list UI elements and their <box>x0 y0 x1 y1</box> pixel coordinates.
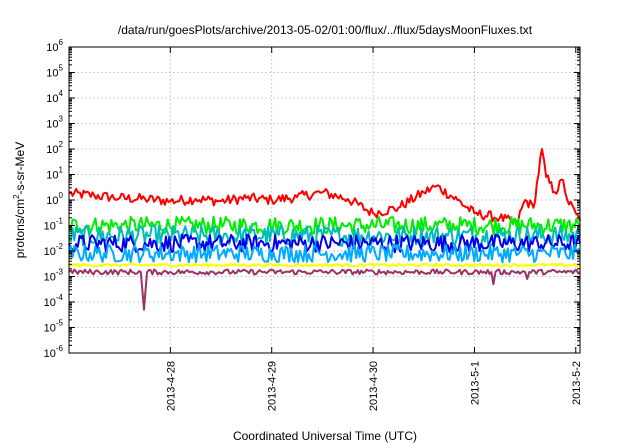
y-tick-label: 104 <box>46 89 63 105</box>
y-tick-label: 10-4 <box>44 293 64 309</box>
y-tick-label: 10-6 <box>44 344 64 360</box>
y-tick-label: 101 <box>46 166 63 182</box>
series-line-6 <box>68 262 581 268</box>
x-axis-label: Coordinated Universal Time (UTC) <box>233 429 417 443</box>
y-tick-label: 10-1 <box>44 217 64 233</box>
x-tick-label: 2013-4-30 <box>368 361 380 411</box>
y-axis-label-main: protons/cm <box>13 199 27 258</box>
series-line-1 <box>68 148 581 225</box>
x-tick-label: 2013-4-28 <box>165 361 177 411</box>
series-line-5 <box>68 243 581 264</box>
y-tick-label: 105 <box>46 64 63 80</box>
y-axis-label-unit: -s-sr-MeV <box>13 142 27 195</box>
x-tick-label: 2013-4-29 <box>267 361 279 411</box>
y-tick-label: 10-2 <box>44 242 64 258</box>
y-axis-label-superscript: 2 <box>12 194 21 199</box>
y-tick-label: 102 <box>46 140 63 156</box>
x-tick-label: 2013-5-1 <box>469 361 481 405</box>
series-line-7 <box>68 268 581 311</box>
plot-area <box>68 148 581 311</box>
y-tick-label: 10-5 <box>44 319 64 335</box>
series-line-4 <box>68 233 581 254</box>
chart-title: /data/run/goesPlots/archive/2013-05-02/0… <box>118 23 533 37</box>
axis-ticks: 10-6 10-5 10-4 10-3 10-2 10-1 100 101 102 103 104 1… <box>44 38 583 411</box>
x-tick-label: 2013-5-2 <box>571 361 583 405</box>
y-axis-label: protons/cm2-s-sr-MeV <box>12 142 27 258</box>
y-tick-label: 103 <box>46 115 63 131</box>
y-tick-label: 100 <box>46 191 63 207</box>
y-tick-label: 106 <box>46 38 63 54</box>
y-tick-label: 10-3 <box>44 268 64 284</box>
